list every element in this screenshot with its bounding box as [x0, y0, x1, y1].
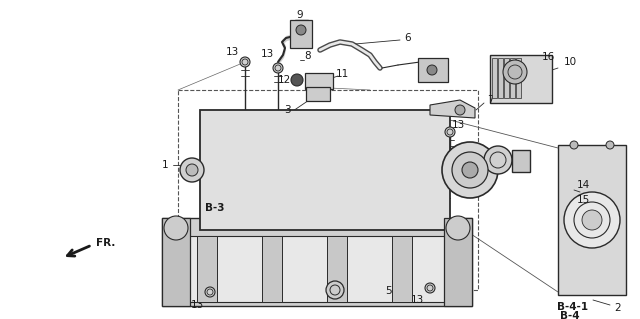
- Text: 15: 15: [577, 195, 589, 205]
- Bar: [512, 150, 530, 172]
- Circle shape: [564, 192, 620, 248]
- Text: 2: 2: [614, 303, 621, 313]
- Bar: [262, 236, 282, 302]
- Bar: [516, 58, 521, 98]
- Bar: [327, 236, 347, 302]
- Text: 6: 6: [404, 33, 412, 43]
- Text: 5: 5: [385, 286, 391, 296]
- Bar: [392, 236, 412, 302]
- Circle shape: [503, 60, 527, 84]
- Bar: [492, 58, 497, 98]
- Text: FR.: FR.: [96, 238, 116, 248]
- Bar: [498, 58, 503, 98]
- Circle shape: [205, 287, 215, 297]
- Circle shape: [606, 141, 614, 149]
- Bar: [510, 58, 515, 98]
- Circle shape: [455, 105, 465, 115]
- Circle shape: [180, 158, 204, 182]
- Text: 13: 13: [451, 120, 465, 130]
- Circle shape: [296, 25, 306, 35]
- Text: 7: 7: [486, 95, 493, 105]
- Bar: [490, 55, 552, 103]
- Bar: [162, 218, 190, 306]
- Circle shape: [484, 146, 512, 174]
- Bar: [418, 58, 448, 82]
- Circle shape: [291, 74, 303, 86]
- Bar: [178, 90, 478, 290]
- Text: 10: 10: [563, 57, 577, 67]
- Text: 12: 12: [277, 75, 291, 85]
- Text: 8: 8: [305, 51, 311, 61]
- Text: 11: 11: [335, 69, 349, 79]
- Circle shape: [273, 63, 283, 73]
- Bar: [162, 218, 472, 306]
- Text: 3: 3: [284, 105, 291, 115]
- Circle shape: [582, 210, 602, 230]
- Bar: [444, 218, 472, 306]
- Bar: [290, 20, 312, 48]
- Circle shape: [240, 57, 250, 67]
- Circle shape: [427, 65, 437, 75]
- Circle shape: [570, 141, 578, 149]
- Circle shape: [462, 162, 478, 178]
- Circle shape: [425, 283, 435, 293]
- Bar: [200, 110, 450, 230]
- Circle shape: [446, 216, 470, 240]
- Text: 9: 9: [297, 10, 303, 20]
- Circle shape: [452, 152, 488, 188]
- Bar: [184, 236, 450, 302]
- Text: B-4: B-4: [560, 311, 580, 319]
- Bar: [197, 236, 217, 302]
- Text: 13: 13: [225, 47, 239, 57]
- Circle shape: [186, 164, 198, 176]
- Text: B-3: B-3: [205, 203, 225, 213]
- Circle shape: [326, 281, 344, 299]
- Text: 16: 16: [541, 52, 555, 62]
- Circle shape: [442, 142, 498, 198]
- Circle shape: [164, 216, 188, 240]
- Text: 13: 13: [260, 49, 274, 59]
- Bar: [305, 73, 333, 89]
- Bar: [558, 145, 626, 295]
- Text: B-4-1: B-4-1: [557, 302, 589, 312]
- Text: 13: 13: [190, 300, 204, 310]
- Circle shape: [445, 127, 455, 137]
- Bar: [504, 58, 509, 98]
- Text: 1: 1: [162, 160, 168, 170]
- Text: 13: 13: [410, 295, 424, 305]
- Polygon shape: [430, 100, 475, 118]
- Bar: [306, 87, 330, 101]
- Text: 14: 14: [577, 180, 589, 190]
